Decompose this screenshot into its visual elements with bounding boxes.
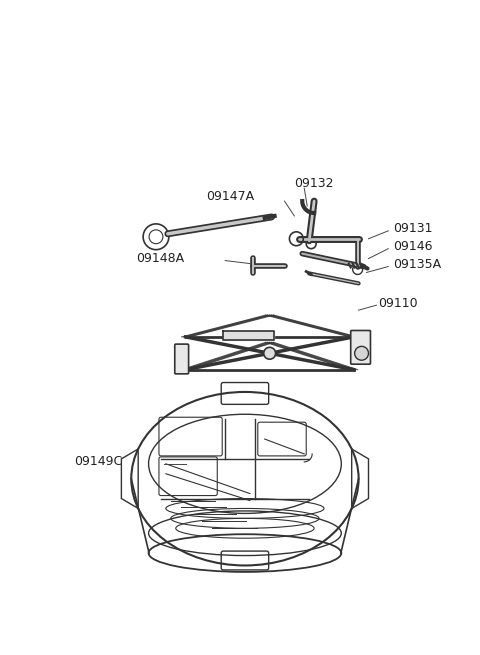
Text: 09148A: 09148A [136, 252, 184, 265]
Text: 09135A: 09135A [393, 258, 441, 271]
FancyBboxPatch shape [175, 344, 189, 374]
FancyBboxPatch shape [351, 331, 371, 364]
Text: 09131: 09131 [393, 222, 432, 235]
Text: 09132: 09132 [294, 177, 334, 190]
Text: 09147A: 09147A [206, 190, 254, 202]
Text: 09149C: 09149C [74, 455, 122, 468]
Circle shape [264, 347, 276, 359]
Text: 09110: 09110 [378, 297, 418, 310]
Text: 09146: 09146 [393, 240, 432, 253]
Circle shape [355, 346, 369, 360]
Polygon shape [224, 331, 274, 340]
